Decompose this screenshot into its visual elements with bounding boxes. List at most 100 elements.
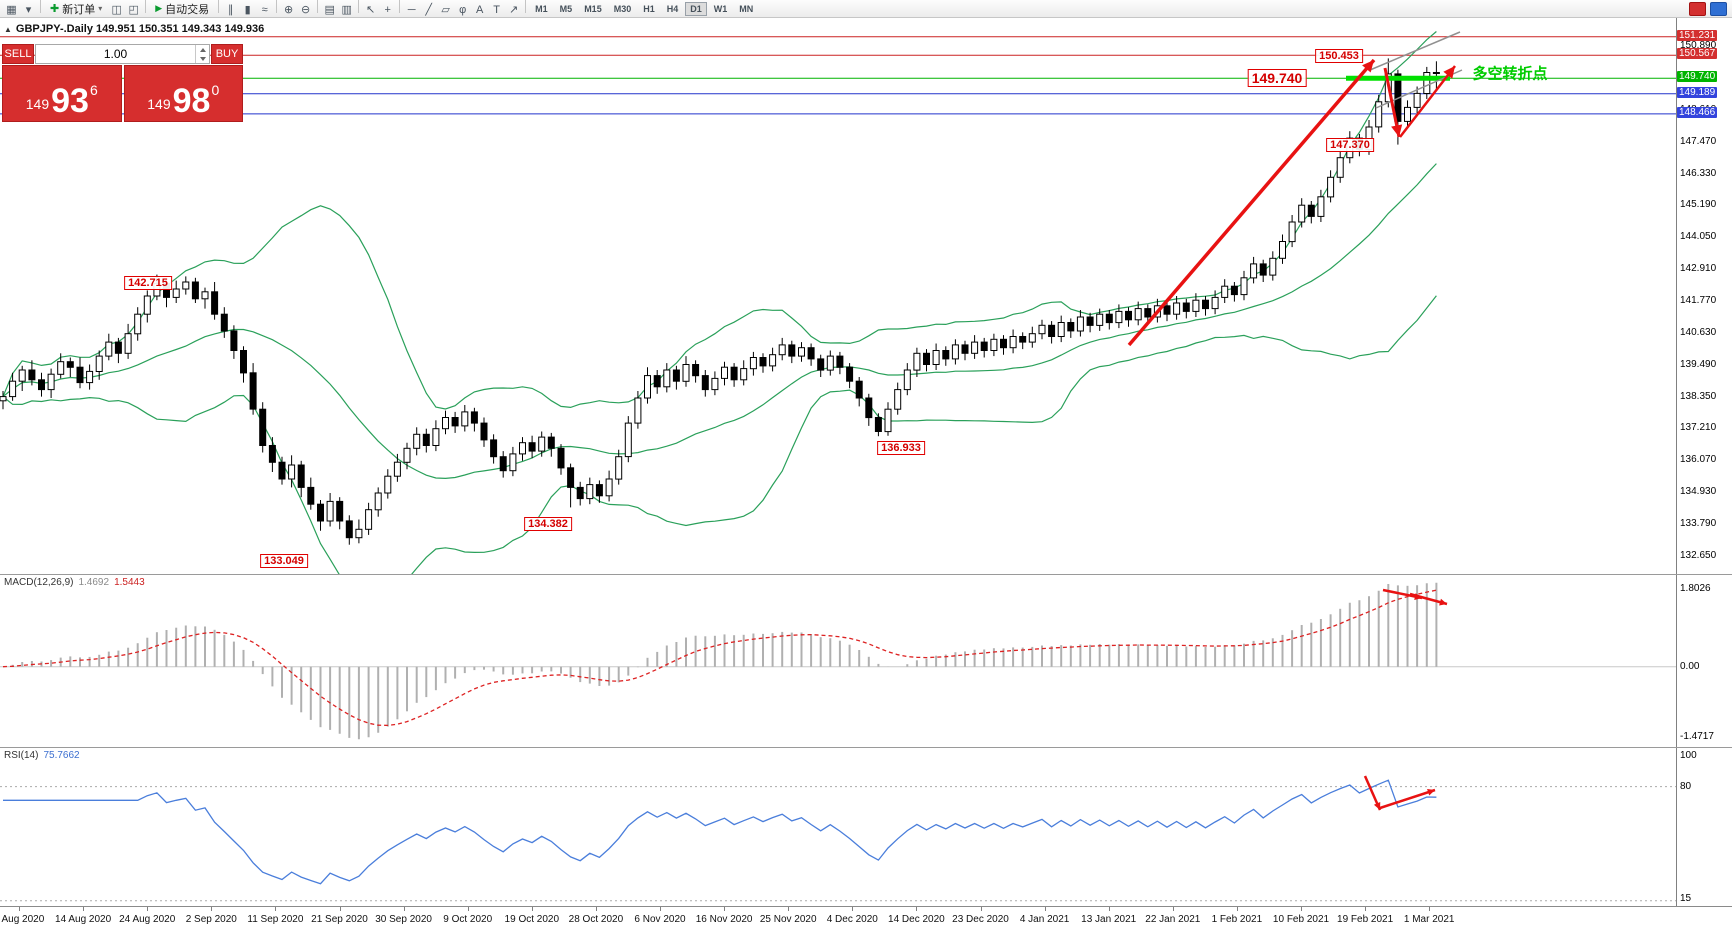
cursor-icon[interactable]: ↖ — [366, 3, 376, 16]
news-badge-icon[interactable] — [1710, 1, 1727, 16]
timeframe-m15[interactable]: M15 — [584, 3, 602, 14]
date-label: 30 Sep 2020 — [375, 914, 432, 925]
one-click-collapse-icon[interactable]: ▲ — [4, 24, 12, 34]
date-tick — [1172, 907, 1174, 911]
volume-down-icon[interactable] — [196, 54, 209, 63]
rsi-axis[interactable]: 100 80 15 — [1676, 748, 1732, 906]
arrow-tool-icon[interactable]: ↗ — [509, 3, 519, 16]
price-annotation[interactable]: 147.370 — [1326, 138, 1374, 152]
time-axis[interactable]: 5 Aug 2020 14 Aug 2020 24 Aug 2020 2 Sep 20… — [0, 907, 1732, 941]
date-label: 13 Jan 2021 — [1081, 914, 1137, 925]
toolbar-separator — [317, 0, 319, 13]
buy-button[interactable]: BUY — [211, 44, 243, 64]
macd-axis-label: 1.8026 — [1680, 583, 1711, 594]
date-tick — [467, 907, 469, 911]
turning-point-note[interactable]: 多空转折点 — [1472, 65, 1548, 83]
price-tick: 133.790 — [1680, 517, 1717, 529]
sell-price-sup: 6 — [89, 82, 98, 98]
toolbar-separator — [276, 0, 278, 13]
charts-window-icon[interactable]: ◫ — [111, 4, 122, 16]
autotrading-button[interactable]: ▶ 自动交易 — [149, 1, 215, 16]
date-tick — [531, 907, 533, 911]
volume-box — [35, 44, 210, 64]
date-tick — [1301, 907, 1302, 911]
timeframe-d1[interactable]: D1 — [685, 1, 707, 16]
date-label: 10 Feb 2021 — [1272, 914, 1330, 925]
price-tag: 148.466 — [1677, 106, 1718, 118]
price-annotation[interactable]: 134.382 — [524, 517, 572, 531]
date-label: 14 Dec 2020 — [888, 914, 945, 925]
new-order-button[interactable]: ✚ 新订单 ▾ — [44, 1, 108, 16]
text-icon[interactable]: A — [475, 3, 484, 16]
timeframe-m5[interactable]: M5 — [559, 3, 573, 14]
date-tick — [211, 907, 213, 911]
profiles-dropdown-icon[interactable]: ▾ — [25, 4, 32, 16]
crosshair-icon[interactable]: + — [384, 3, 391, 16]
candlestick-chart-icon[interactable]: ▮ — [244, 3, 251, 16]
text-label-icon[interactable]: T — [493, 3, 501, 16]
bollinger-bands — [2, 31, 1437, 574]
sell-price-display[interactable]: 149 93 6 — [2, 65, 122, 122]
macd-arrows[interactable] — [1382, 588, 1448, 606]
volume-input[interactable] — [36, 45, 195, 63]
toolbar-separator — [145, 0, 147, 13]
horizontal-line-icon[interactable]: ─ — [407, 3, 416, 16]
date-label: 4 Dec 2020 — [826, 914, 878, 925]
price-tick: 138.350 — [1680, 390, 1717, 402]
date-label: 19 Feb 2021 — [1337, 914, 1394, 925]
macd-label: MACD(12,26,9) — [4, 577, 74, 588]
price-annotation[interactable]: 133.049 — [260, 554, 308, 568]
price-annotation[interactable]: 149.740 — [1247, 69, 1307, 87]
rsi-arrows[interactable] — [1363, 775, 1436, 811]
buy-price-sup: 0 — [211, 82, 220, 98]
timeframe-h1[interactable]: H1 — [643, 3, 655, 14]
price-tick: 137.210 — [1680, 422, 1717, 434]
macd-canvas[interactable] — [0, 575, 1676, 747]
bar-chart-icon[interactable]: ∥ — [227, 3, 234, 16]
play-icon: ▶ — [155, 3, 163, 13]
trend-arrows[interactable] — [1127, 58, 1456, 347]
price-tick: 150.890 — [1680, 40, 1717, 52]
timeframe-mn[interactable]: MN — [739, 3, 754, 14]
rsi-canvas[interactable] — [0, 748, 1676, 906]
toolbar-separator — [218, 0, 220, 13]
timeframe-h4[interactable]: H4 — [666, 3, 679, 14]
date-tick — [339, 907, 341, 911]
tile-windows-icon[interactable]: ▤ — [324, 3, 335, 16]
price-tick: 147.470 — [1680, 135, 1717, 147]
macd-header: MACD(12,26,9) 1.4692 1.5443 — [4, 577, 145, 588]
price-tag: 151.231 — [1677, 29, 1718, 41]
sell-button[interactable]: SELL — [2, 44, 34, 64]
cascade-windows-icon[interactable]: ▥ — [341, 3, 352, 16]
rsi-value: 75.7662 — [43, 750, 80, 761]
line-chart-icon[interactable]: ≈ — [261, 3, 268, 16]
date-tick — [1044, 907, 1046, 911]
timeframe-group: M1 M5 M15 M30 H1 H4 D1 W1 MN — [529, 1, 759, 16]
price-tick: 141.770 — [1680, 295, 1717, 307]
timeframe-m1[interactable]: M1 — [535, 3, 548, 14]
macd-axis[interactable]: 1.8026 0.00 -1.4717 — [1676, 575, 1732, 747]
alert-badge-icon[interactable] — [1689, 1, 1706, 16]
price-annotation[interactable]: 142.715 — [124, 276, 172, 290]
new-chart-icon[interactable]: ▦ — [6, 4, 17, 16]
trendline-icon[interactable]: ╱ — [425, 3, 432, 16]
zoom-in-icon[interactable]: ⊕ — [284, 3, 294, 16]
buy-price-display[interactable]: 149 98 0 — [123, 65, 243, 122]
volume-up-icon[interactable] — [196, 45, 209, 54]
main-chart-canvas[interactable] — [0, 18, 1676, 574]
date-label: 11 Sep 2020 — [247, 914, 304, 925]
price-annotation[interactable]: 150.453 — [1315, 49, 1363, 63]
price-axis[interactable]: 150.890149.750148.610147.470146.330145.1… — [1676, 18, 1732, 574]
timeframe-m30[interactable]: M30 — [613, 3, 632, 14]
price-annotation[interactable]: 136.933 — [877, 441, 925, 455]
timeframe-w1[interactable]: W1 — [713, 3, 728, 14]
zoom-out-icon[interactable]: ⊖ — [301, 3, 311, 16]
data-window-icon[interactable]: ◰ — [128, 4, 139, 16]
rsi-axis-label: 80 — [1680, 780, 1692, 792]
date-tick — [788, 907, 790, 911]
toolbar-separator — [399, 0, 401, 13]
equidistant-channel-icon[interactable]: ▱ — [441, 3, 450, 16]
fibonacci-icon[interactable]: φ — [459, 3, 467, 16]
price-tag: 149.189 — [1677, 86, 1718, 98]
macd-value-1: 1.4692 — [78, 577, 110, 588]
